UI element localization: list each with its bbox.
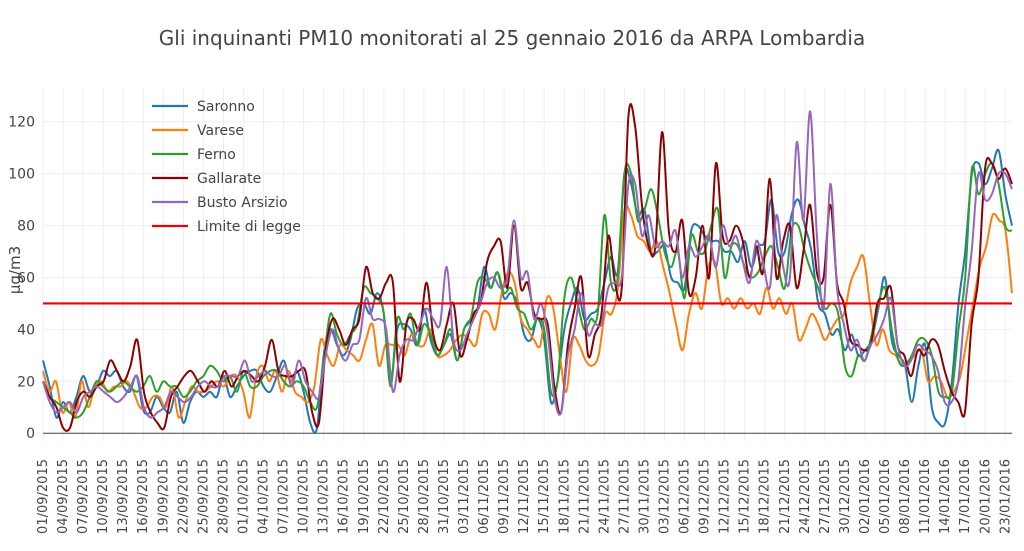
x-tick-label: 02/01/2016 — [858, 459, 873, 534]
x-tick-label: 28/10/2015 — [417, 459, 432, 534]
x-tick-label: 18/11/2015 — [557, 459, 572, 534]
legend-label: Gallarate — [197, 171, 261, 187]
x-tick-label: 19/09/2015 — [156, 459, 171, 534]
y-axis-label: µg/m3 — [6, 246, 24, 294]
x-tick-label: 21/11/2015 — [577, 459, 592, 534]
legend-item-saronno[interactable]: Saronno — [152, 99, 255, 115]
legend-item-varese[interactable]: Varese — [152, 123, 244, 139]
x-tick-label: 03/11/2015 — [457, 459, 472, 534]
x-tick-label: 30/12/2015 — [838, 459, 853, 534]
legend-item-gallarate[interactable]: Gallarate — [152, 171, 261, 187]
x-tick-label: 16/10/2015 — [337, 459, 352, 534]
x-tick-label: 12/12/2015 — [718, 459, 733, 534]
x-tick-label: 07/09/2015 — [76, 459, 91, 534]
series-line-gallarate — [42, 103, 1013, 432]
x-tick-label: 24/12/2015 — [798, 459, 813, 534]
x-tick-label: 04/10/2015 — [257, 459, 272, 534]
y-tick-label: 100 — [8, 167, 35, 183]
x-tick-label: 27/11/2015 — [617, 459, 632, 534]
x-tick-label: 13/10/2015 — [317, 459, 332, 534]
x-tick-label: 31/10/2015 — [437, 459, 452, 534]
x-tick-label: 08/01/2016 — [898, 459, 913, 534]
legend-item-ferno[interactable]: Ferno — [152, 147, 236, 163]
x-tick-label: 22/10/2015 — [377, 459, 392, 534]
legend-label: Ferno — [197, 147, 236, 163]
legend-item-busto-arsizio[interactable]: Busto Arsizio — [152, 195, 288, 211]
x-tick-label: 16/09/2015 — [136, 459, 151, 534]
series-lines — [42, 103, 1013, 434]
x-tick-label: 19/10/2015 — [357, 459, 372, 534]
y-axis-ticks: 0 20 40 60 80 100 120 — [8, 115, 35, 442]
x-tick-label: 04/09/2015 — [56, 459, 71, 534]
x-tick-label: 20/01/2016 — [978, 459, 993, 534]
series-line-busto-arsizio — [42, 110, 1013, 419]
legend-item-limite-di-legge[interactable]: Limite di legge — [152, 219, 301, 235]
x-tick-label: 14/01/2016 — [938, 459, 953, 534]
x-tick-label: 25/10/2015 — [397, 459, 412, 534]
x-tick-label: 17/01/2016 — [958, 459, 973, 534]
x-tick-label: 25/09/2015 — [196, 459, 211, 534]
legend-label: Saronno — [197, 99, 255, 115]
x-tick-label: 03/12/2015 — [657, 459, 672, 534]
y-tick-label: 60 — [17, 270, 35, 286]
x-tick-label: 09/12/2015 — [698, 459, 713, 534]
x-tick-label: 24/11/2015 — [597, 459, 612, 534]
legend[interactable]: Saronno Varese Ferno Gallarate Busto Arsizio… — [152, 99, 301, 235]
x-tick-label: 09/11/2015 — [497, 459, 512, 534]
chart-title: Gli inquinanti PM10 monitorati al 25 gen… — [159, 26, 865, 50]
y-tick-label: 120 — [8, 115, 35, 131]
x-tick-label: 11/01/2016 — [918, 459, 933, 534]
y-tick-label: 40 — [17, 322, 35, 338]
x-tick-label: 10/09/2015 — [96, 459, 111, 534]
x-tick-label: 23/01/2016 — [998, 459, 1013, 534]
x-tick-label: 01/09/2015 — [36, 459, 51, 534]
series-line-saronno — [42, 148, 1013, 434]
x-tick-label: 12/11/2015 — [517, 459, 532, 534]
x-tick-label: 15/12/2015 — [738, 459, 753, 534]
legend-label: Varese — [197, 123, 244, 139]
series-line-ferno — [42, 162, 1013, 419]
x-tick-label: 07/10/2015 — [277, 459, 292, 534]
x-tick-label: 05/01/2016 — [878, 459, 893, 534]
x-tick-label: 06/11/2015 — [477, 459, 492, 534]
x-tick-label: 21/12/2015 — [778, 459, 793, 534]
x-tick-label: 15/11/2015 — [537, 459, 552, 534]
x-axis-ticks: 01/09/2015 04/09/2015 07/09/2015 10/09/2015… — [36, 459, 1013, 534]
x-tick-label: 18/12/2015 — [758, 459, 773, 534]
x-tick-label: 06/12/2015 — [678, 459, 693, 534]
x-tick-label: 28/09/2015 — [216, 459, 231, 534]
x-tick-label: 10/10/2015 — [297, 459, 312, 534]
x-tick-label: 13/09/2015 — [116, 459, 131, 534]
y-tick-label: 0 — [26, 426, 35, 442]
x-tick-label: 01/10/2015 — [236, 459, 251, 534]
series-line-varese — [42, 204, 1013, 419]
y-tick-label: 80 — [17, 219, 35, 235]
legend-label: Limite di legge — [197, 219, 301, 235]
x-tick-label: 27/12/2015 — [818, 459, 833, 534]
x-tick-label: 22/09/2015 — [176, 459, 191, 534]
legend-label: Busto Arsizio — [197, 195, 288, 211]
grid — [42, 88, 1012, 441]
x-tick-label: 30/11/2015 — [637, 459, 652, 534]
y-tick-label: 20 — [17, 374, 35, 390]
